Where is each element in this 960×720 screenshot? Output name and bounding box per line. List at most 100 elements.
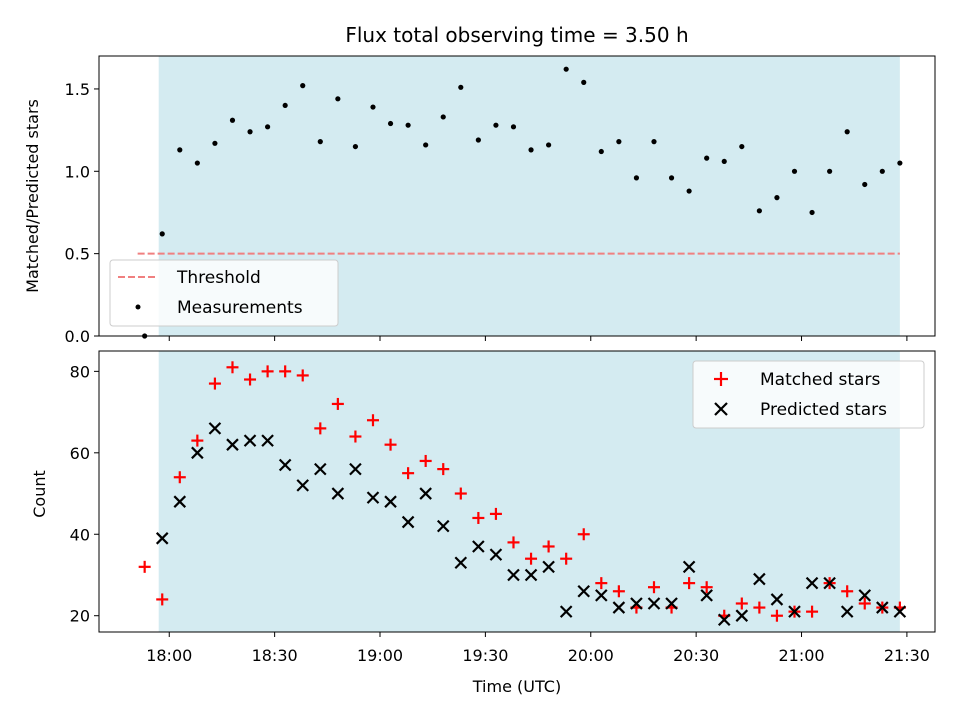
measurement-point <box>352 143 359 150</box>
x-tick-label: 20:30 <box>673 646 719 665</box>
measurement-point <box>704 155 710 161</box>
legend-matched-swatch <box>714 372 728 386</box>
measurement-point <box>827 168 833 174</box>
measurement-point <box>879 168 885 174</box>
measurement-point <box>335 96 341 102</box>
legend-matched-label: Matched stars <box>760 370 880 390</box>
predicted-star-point <box>419 487 432 500</box>
matched-star-point <box>244 373 257 386</box>
predicted-star-point <box>226 438 239 451</box>
predicted-star-point <box>507 568 520 582</box>
top-legend-box <box>109 259 339 327</box>
matched-star-point <box>331 397 344 410</box>
predicted-star-point <box>647 597 661 610</box>
predicted-star-point <box>472 540 485 553</box>
matched-star-point <box>208 377 221 390</box>
matched-star-point <box>349 430 362 443</box>
measurement-point <box>440 114 446 120</box>
predicted-star-point <box>173 495 187 508</box>
measurement-point <box>317 139 323 145</box>
top-panel: Flux total observing time = 3.50 h 0.00.… <box>23 23 936 346</box>
measurement-point <box>528 147 534 153</box>
matched-star-point <box>226 361 239 374</box>
measurement-point <box>756 208 762 214</box>
predicted-star-point <box>805 576 819 590</box>
bottom-y-tick-label: 60 <box>70 444 90 463</box>
measurement-point <box>493 122 499 128</box>
bottom-y-tick-label: 80 <box>70 362 90 381</box>
top-axes-frame <box>98 55 936 337</box>
legend-measurements-label: Measurements <box>177 298 303 318</box>
predicted-star-point <box>612 601 626 614</box>
predicted-star-point <box>384 495 397 508</box>
matched-star-point <box>402 467 415 480</box>
matched-star-point <box>384 438 397 451</box>
predicted-star-point <box>454 556 468 570</box>
predicted-star-point <box>858 589 872 602</box>
matched-star-point <box>437 463 450 476</box>
measurement-point <box>668 175 675 181</box>
matched-star-point <box>577 528 590 541</box>
measurement-point <box>247 129 253 135</box>
matched-stars-points <box>138 361 906 622</box>
predicted-star-point <box>823 576 836 590</box>
predicted-star-point <box>278 458 292 472</box>
measurement-point <box>387 120 394 127</box>
matched-star-point <box>753 601 766 614</box>
measurement-point <box>844 129 850 135</box>
predicted-star-point <box>436 519 450 533</box>
x-tick-label: 21:00 <box>778 646 824 665</box>
bottom-legend-box <box>692 360 925 429</box>
matched-star-point <box>525 552 538 565</box>
x-tick-label: 20:00 <box>568 646 614 665</box>
matched-star-point <box>735 597 748 610</box>
measurement-point <box>194 160 200 166</box>
top-x-ticks <box>168 336 908 341</box>
predicted-star-point <box>296 479 310 492</box>
matched-star-point <box>296 369 309 382</box>
matched-star-point <box>173 471 186 484</box>
measurement-point <box>897 160 903 166</box>
predicted-star-point <box>243 434 257 447</box>
top-y-ticks: 0.0 0.5 1.0 1.5 <box>65 80 99 346</box>
matched-star-point <box>683 577 696 590</box>
predicted-star-point <box>191 446 204 460</box>
matched-star-point <box>507 536 520 549</box>
measurement-point <box>229 117 236 123</box>
legend-threshold-label: Threshold <box>176 268 261 288</box>
matched-star-point <box>261 365 274 378</box>
predicted-star-point <box>735 609 749 622</box>
predicted-star-point <box>314 462 327 476</box>
measurement-point <box>791 168 798 174</box>
matched-star-point <box>858 597 871 610</box>
bottom-y-tick-label: 20 <box>70 607 90 626</box>
measurement-point <box>809 209 815 216</box>
measurement-point <box>563 66 569 72</box>
measurement-point <box>862 181 868 188</box>
predicted-star-point <box>401 515 415 529</box>
matched-star-point <box>806 605 819 618</box>
measurement-point <box>598 148 604 155</box>
measurement-point <box>686 188 692 194</box>
top-y-axis-label: Matched/Predicted stars <box>23 99 42 293</box>
predicted-star-point <box>770 593 784 606</box>
matched-star-point <box>454 487 467 500</box>
predicted-star-point <box>893 605 907 618</box>
measurement-point <box>159 231 165 237</box>
matched-star-point <box>138 560 151 573</box>
top-y-tick-label: 0.0 <box>65 327 90 346</box>
matched-star-point <box>489 507 502 520</box>
predicted-star-point <box>349 462 362 476</box>
measurement-points <box>142 66 903 339</box>
top-legend: Threshold Measurements <box>109 259 339 327</box>
measurement-point <box>475 137 481 143</box>
measurement-point <box>370 104 376 110</box>
x-tick-label: 19:30 <box>462 646 508 665</box>
matched-star-point <box>279 365 292 378</box>
predicted-star-point <box>489 548 503 561</box>
measurement-point <box>405 122 411 128</box>
matched-star-point <box>472 511 485 524</box>
predicted-star-point <box>559 605 573 618</box>
matched-star-point <box>770 609 783 622</box>
top-y-tick-label: 0.5 <box>65 245 90 264</box>
